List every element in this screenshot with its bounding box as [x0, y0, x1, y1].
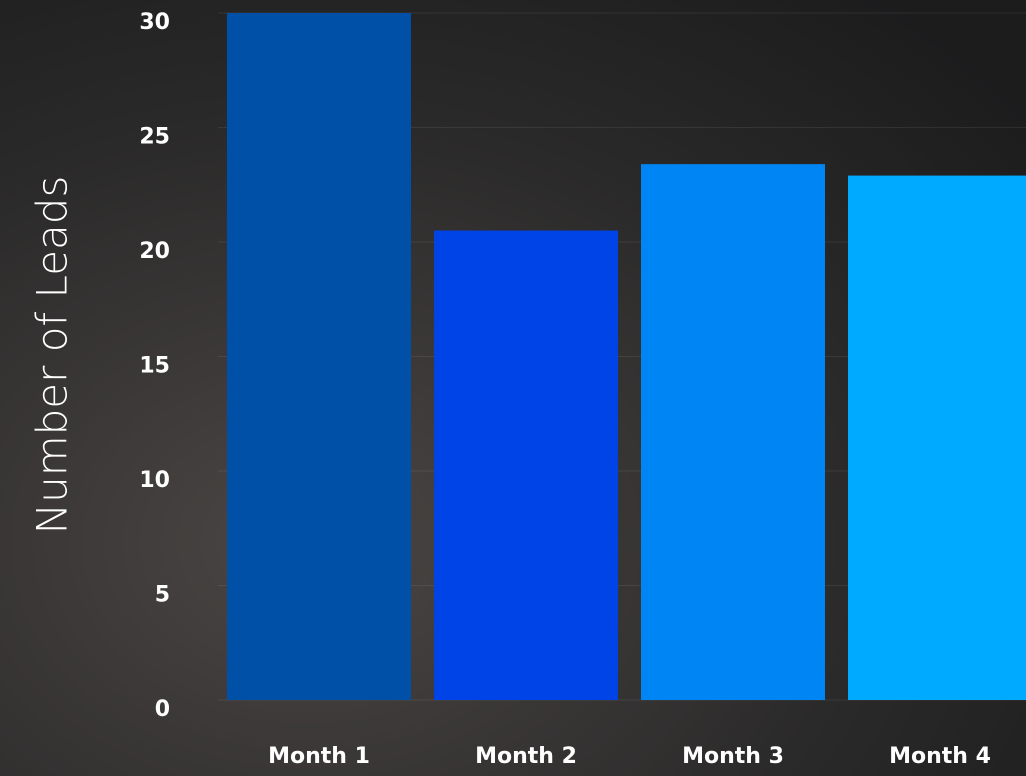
- y-tick-label: 20: [139, 239, 170, 264]
- bar: [641, 164, 825, 700]
- y-tick-label: 5: [155, 583, 170, 608]
- bar: [434, 230, 618, 701]
- y-tick-label: 25: [139, 125, 170, 150]
- x-tick-label: Month 1: [268, 744, 370, 769]
- bar: [227, 13, 411, 700]
- x-tick-label: Month 2: [475, 744, 577, 769]
- y-tick-label: 15: [139, 354, 170, 379]
- bar: [848, 175, 1026, 701]
- y-tick-label: 0: [155, 697, 170, 722]
- x-tick-label: Month 4: [889, 744, 991, 769]
- x-tick-label: Month 3: [682, 744, 784, 769]
- y-tick-label: 30: [139, 10, 170, 35]
- y-axis-label: Number of Leads: [28, 176, 77, 535]
- y-tick-label: 10: [139, 468, 170, 493]
